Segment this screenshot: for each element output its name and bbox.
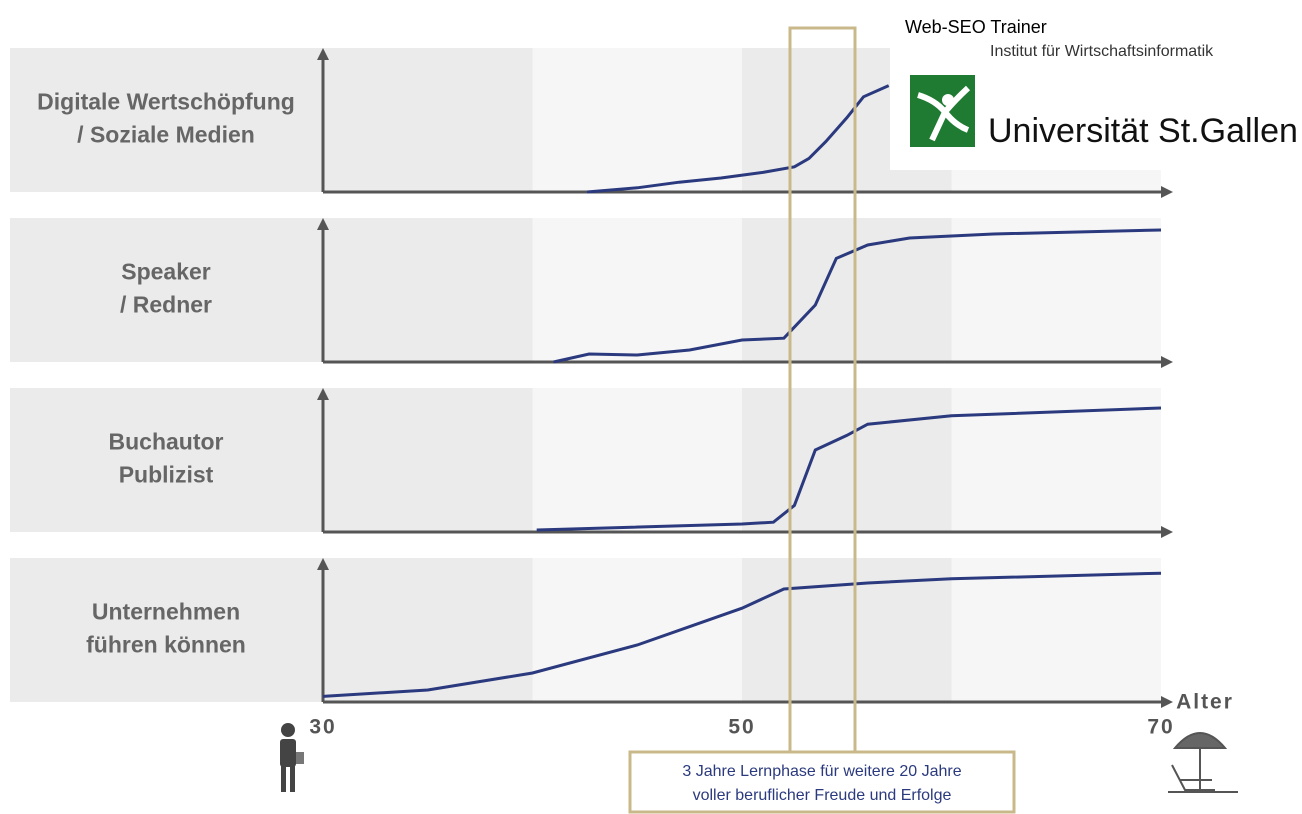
row-label: führen können bbox=[86, 632, 246, 658]
line-series bbox=[536, 406, 1162, 532]
x-axis-label: Alter bbox=[1176, 691, 1234, 714]
line-series bbox=[553, 228, 1162, 364]
y-axis-arrow bbox=[317, 388, 329, 400]
panel-band bbox=[532, 558, 742, 702]
y-axis-arrow bbox=[317, 48, 329, 60]
logo-institute: Institut für Wirtschaftsinformatik bbox=[990, 43, 1214, 60]
x-axis-arrow bbox=[1161, 696, 1173, 708]
line-series bbox=[322, 571, 1162, 698]
panel-band bbox=[532, 48, 742, 192]
annotation-line: voller beruflicher Freude und Erfolge bbox=[693, 787, 952, 804]
x-tick-label: 30 bbox=[309, 716, 336, 739]
row-label: Unternehmen bbox=[92, 599, 240, 625]
line-series bbox=[586, 84, 890, 194]
row-label: Speaker bbox=[121, 259, 211, 285]
beach-icon bbox=[1168, 732, 1238, 793]
panel-band bbox=[951, 218, 1161, 362]
row-label: Publizist bbox=[119, 462, 214, 488]
x-axis-arrow bbox=[1161, 356, 1173, 368]
row-label: / Redner bbox=[120, 292, 212, 318]
annotation-line: 3 Jahre Lernphase für weitere 20 Jahre bbox=[682, 763, 961, 780]
row-label: / Soziale Medien bbox=[77, 122, 255, 148]
logo-title: Web-SEO Trainer bbox=[905, 17, 1047, 37]
businessman-icon bbox=[280, 723, 304, 792]
panel-band bbox=[532, 388, 742, 532]
y-axis-arrow bbox=[317, 218, 329, 230]
row-label: Buchautor bbox=[109, 429, 224, 455]
logo-university: Universität St.Gallen bbox=[988, 112, 1298, 150]
annotation-box bbox=[628, 750, 1016, 814]
x-axis-arrow bbox=[1161, 526, 1173, 538]
panel-band bbox=[532, 218, 742, 362]
row-label: Digitale Wertschöpfung bbox=[37, 89, 295, 115]
x-axis-arrow bbox=[1161, 186, 1173, 198]
y-axis-arrow bbox=[317, 558, 329, 570]
x-tick-label: 70 bbox=[1147, 716, 1174, 739]
logo-emblem bbox=[910, 75, 975, 147]
lern-phase-bracket bbox=[788, 26, 857, 752]
panel-band bbox=[951, 558, 1161, 702]
x-tick-label: 50 bbox=[728, 716, 755, 739]
